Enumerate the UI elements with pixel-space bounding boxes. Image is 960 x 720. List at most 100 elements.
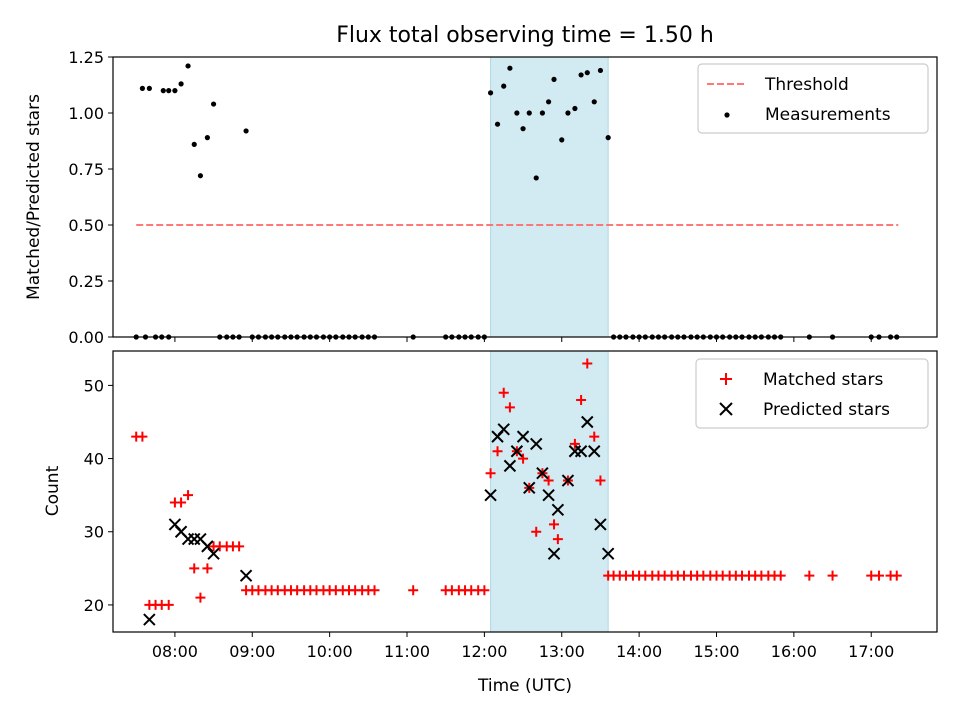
matched-star-point — [183, 490, 194, 501]
measurement-point — [494, 121, 501, 127]
x-tick-label: 14:00 — [616, 642, 662, 661]
bottom-legend-box — [695, 358, 929, 429]
bottom-observing-interval — [490, 350, 609, 633]
matched-star-point — [827, 570, 838, 581]
bottom-y-tick-label: 50 — [84, 376, 104, 395]
measurement-point — [243, 128, 249, 134]
predicted-star-point — [497, 423, 510, 436]
matched-star-point — [582, 358, 593, 369]
predicted-star-point — [601, 547, 615, 560]
measurement-point — [197, 173, 204, 179]
predicted-star-point — [588, 445, 601, 458]
matched-star-point — [552, 534, 563, 545]
x-tick-label: 11:00 — [384, 642, 430, 661]
legend-threshold-label: Threshold — [764, 75, 849, 95]
predicted-star-point — [551, 503, 565, 517]
measurement-point — [526, 110, 532, 116]
x-tick-label: 13:00 — [539, 642, 585, 661]
top-y-tick-label: 1.00 — [68, 104, 104, 123]
legend-predicted-label: Predicted stars — [763, 400, 890, 420]
predicted-star-point — [581, 415, 594, 429]
x-tick-label: 10:00 — [307, 642, 353, 661]
matched-star-point — [202, 563, 213, 574]
measurement-point — [146, 85, 152, 91]
bottom-y-tick-label: 40 — [84, 450, 104, 469]
chart-title: Flux total observing time = 1.50 h — [336, 23, 714, 48]
top-y-axis-label: Matched/Predicted stars — [24, 94, 44, 300]
predicted-star-point — [503, 459, 517, 473]
predicted-star-point — [561, 474, 575, 487]
measurement-point — [584, 70, 590, 76]
measurement-point — [533, 175, 539, 181]
matched-star-point — [498, 387, 509, 398]
x-tick-label: 09:00 — [229, 642, 275, 661]
x-tick-label: 12:00 — [461, 642, 507, 661]
predicted-star-point — [574, 445, 588, 458]
bottom-panel: 20 30 40 50 08:00 09:00 10:00 11:00 12:00 13:00 14… — [43, 350, 938, 696]
legend-measurements-swatch — [724, 112, 730, 118]
predicted-star-point — [484, 488, 497, 502]
matched-star-point — [518, 453, 529, 464]
matched-star-point — [595, 475, 606, 486]
predicted-star-point — [239, 569, 253, 582]
bottom-legend: Matched stars Predicted stars — [695, 358, 929, 429]
matched-star-point — [543, 475, 554, 486]
x-tick-label: 16:00 — [771, 642, 817, 661]
top-panel: 0.00 0.25 0.50 0.75 1.00 1.25 Matched/Predict… — [24, 48, 938, 347]
measurement-point — [507, 65, 513, 71]
measurement-point — [572, 105, 578, 112]
matched-star-point — [176, 497, 187, 508]
matched-star-point — [576, 395, 587, 406]
measurement-point — [178, 81, 184, 87]
measurement-point — [520, 126, 526, 132]
top-y-tick-label: 0.25 — [68, 272, 104, 291]
legend-matched-label: Matched stars — [763, 370, 883, 390]
top-axes-frame — [112, 56, 938, 338]
matched-star-point — [189, 563, 200, 574]
matched-star-point — [589, 431, 600, 442]
measurement-point — [559, 137, 565, 143]
matched-star-point — [549, 519, 560, 530]
predicted-star-point — [516, 430, 530, 443]
matched-star-point — [531, 526, 542, 537]
matched-star-point — [195, 592, 206, 603]
matched-star-point — [873, 570, 884, 581]
measurement-point — [551, 76, 557, 82]
bottom-y-tick-label: 30 — [84, 523, 104, 542]
measurement-point — [545, 99, 552, 105]
matched-star-point — [369, 585, 380, 596]
matched-star-point — [234, 541, 245, 552]
legend-matched-swatch — [720, 373, 732, 385]
measurement-point — [597, 67, 604, 74]
measurement-point — [487, 90, 494, 96]
x-tick-label: 08:00 — [152, 642, 198, 661]
predicted-star-point — [536, 466, 549, 480]
measurement-point — [185, 63, 191, 69]
matched-star-point — [479, 585, 490, 596]
predicted-star-point — [547, 547, 561, 560]
measurement-point — [191, 141, 197, 147]
matched-star-point — [569, 438, 580, 449]
predicted-star-point — [530, 437, 543, 451]
predicted-star-point — [143, 613, 156, 626]
top-observing-interval — [490, 56, 609, 338]
measurement-point — [501, 83, 507, 89]
x-tick-label: 15:00 — [693, 642, 739, 661]
measurement-point — [591, 99, 597, 105]
predicted-star-point — [207, 547, 220, 560]
top-y-tick-label: 0.50 — [68, 216, 104, 235]
measurement-point — [204, 135, 210, 141]
matched-star-point — [485, 468, 496, 479]
x-tick-label: 17:00 — [848, 642, 894, 661]
matched-star-point — [163, 599, 174, 610]
matched-star-point — [804, 570, 815, 581]
top-y-tick-label: 1.25 — [68, 48, 104, 67]
x-axis-label: Time (UTC) — [477, 676, 572, 696]
bottom-y-tick-label: 20 — [84, 596, 104, 615]
matched-star-point — [775, 570, 786, 581]
predicted-star-point — [523, 481, 536, 495]
measurement-point — [578, 72, 584, 78]
measurement-point — [210, 101, 217, 107]
measurement-point — [160, 88, 166, 94]
